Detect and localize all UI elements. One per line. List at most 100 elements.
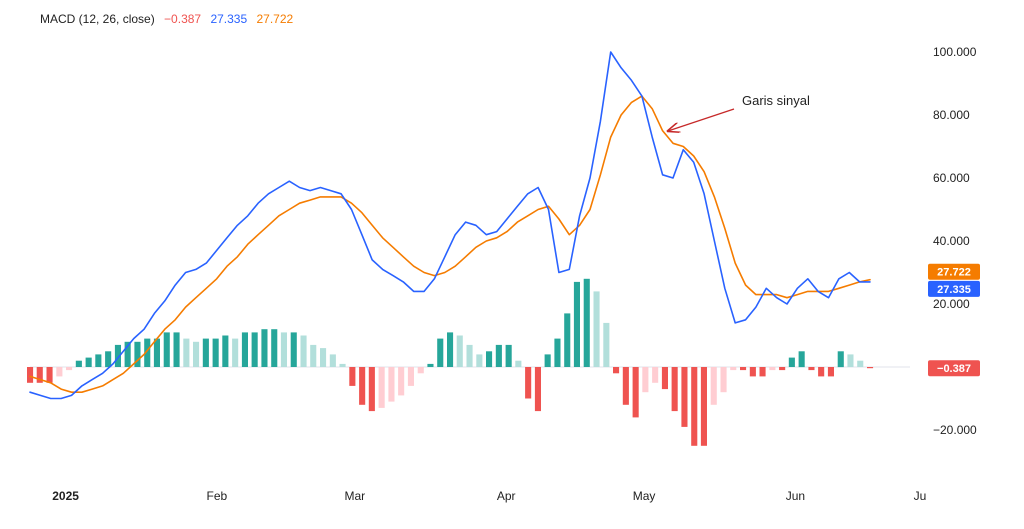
macd-line bbox=[29, 51, 871, 400]
histogram-bar bbox=[515, 360, 522, 367]
histogram-bar bbox=[534, 367, 541, 412]
histogram-bar bbox=[437, 338, 444, 367]
histogram-bar bbox=[447, 332, 454, 367]
legend-signal-value: 27.722 bbox=[256, 12, 294, 26]
chart-legend: MACD (12, 26, close) −0.387 27.335 27.72… bbox=[40, 12, 299, 26]
histogram-bar bbox=[95, 354, 102, 367]
histogram-bar bbox=[56, 367, 63, 377]
histogram-bar bbox=[359, 367, 366, 405]
histogram-bar bbox=[280, 332, 287, 367]
histogram-bar bbox=[241, 332, 248, 367]
histogram-bar bbox=[632, 367, 639, 418]
histogram-bar bbox=[700, 367, 707, 446]
histogram-bar bbox=[46, 367, 53, 383]
value-badge-label: −0.387 bbox=[937, 363, 971, 375]
x-tick-label: Jun bbox=[786, 489, 805, 503]
annotation-label: Garis sinyal bbox=[742, 93, 810, 108]
value-badge-label: 27.335 bbox=[937, 284, 971, 296]
histogram-bar bbox=[153, 338, 160, 367]
histogram-bar bbox=[232, 338, 239, 367]
histogram-bar bbox=[857, 360, 864, 367]
histogram-bar bbox=[749, 367, 756, 377]
histogram-bar bbox=[495, 344, 502, 367]
histogram-bar bbox=[808, 367, 815, 371]
x-tick-label: Feb bbox=[207, 489, 228, 503]
value-badge-label: 27.722 bbox=[937, 267, 971, 279]
x-tick-label: Ju bbox=[914, 489, 927, 503]
histogram-bar bbox=[818, 367, 825, 377]
histogram-bar bbox=[525, 367, 532, 399]
histogram-bar bbox=[671, 367, 678, 412]
annotation-arrow bbox=[668, 108, 735, 131]
value-badge-signal: 27.722 bbox=[928, 263, 980, 280]
histogram-bar bbox=[427, 363, 434, 367]
histogram-bar bbox=[300, 335, 307, 367]
histogram-bar bbox=[788, 357, 795, 367]
histogram-bar bbox=[368, 367, 375, 412]
histogram-bar bbox=[105, 351, 112, 368]
histogram-bar bbox=[613, 367, 620, 374]
x-tick-label: May bbox=[633, 489, 656, 503]
histogram-bar bbox=[222, 335, 229, 367]
histogram-bar bbox=[661, 367, 668, 390]
histogram-bar bbox=[710, 367, 717, 405]
histogram-bar bbox=[417, 367, 424, 374]
x-tick-label: Mar bbox=[344, 489, 365, 503]
histogram-bar bbox=[867, 367, 874, 369]
y-tick-label: 100.000 bbox=[933, 45, 977, 59]
legend-histogram-value: −0.387 bbox=[164, 12, 202, 26]
legend-indicator-name: MACD (12, 26, close) bbox=[40, 12, 155, 26]
histogram-bar bbox=[652, 367, 659, 383]
value-badge-box bbox=[928, 263, 980, 280]
histogram-bar bbox=[583, 278, 590, 367]
histogram-bar bbox=[740, 367, 747, 371]
y-tick-label: 40.000 bbox=[933, 234, 970, 248]
histogram-bar bbox=[476, 354, 483, 367]
histogram-bar bbox=[642, 367, 649, 393]
histogram-bar bbox=[720, 367, 727, 393]
histogram-bar bbox=[290, 332, 297, 367]
histogram-bar bbox=[407, 367, 414, 386]
histogram-bar bbox=[544, 354, 551, 367]
histogram-bar bbox=[456, 335, 463, 367]
y-tick-label: 60.000 bbox=[933, 171, 970, 185]
histogram-bar bbox=[261, 329, 268, 367]
histogram-bar bbox=[593, 291, 600, 367]
histogram-bar bbox=[75, 360, 82, 367]
value-badge-hist: −0.387 bbox=[928, 360, 980, 377]
histogram-bar bbox=[564, 313, 571, 367]
histogram-bar bbox=[730, 367, 737, 371]
histogram-bar bbox=[779, 367, 786, 371]
histogram-bar bbox=[144, 338, 151, 367]
histogram-bar bbox=[837, 351, 844, 368]
histogram-bar bbox=[554, 338, 561, 367]
y-tick-label: −20.000 bbox=[933, 423, 977, 437]
histogram-bar bbox=[134, 341, 141, 367]
x-tick-label: 2025 bbox=[52, 489, 79, 503]
histogram-bar bbox=[681, 367, 688, 427]
histogram-bar bbox=[271, 329, 278, 367]
histogram-bar bbox=[798, 351, 805, 368]
histogram-bar bbox=[124, 341, 131, 367]
histogram-bar bbox=[202, 338, 209, 367]
histogram-bar bbox=[320, 348, 327, 367]
histogram-bar bbox=[212, 338, 219, 367]
histogram-bar bbox=[310, 344, 317, 367]
histogram-bar bbox=[827, 367, 834, 377]
value-badge-box bbox=[928, 360, 980, 377]
histogram-bar bbox=[163, 332, 170, 367]
histogram-bar bbox=[603, 322, 610, 367]
histogram-bar bbox=[769, 367, 776, 371]
histogram-bar bbox=[251, 332, 258, 367]
histogram-bar bbox=[339, 363, 346, 367]
histogram-bar bbox=[66, 367, 73, 371]
histogram-bar bbox=[573, 281, 580, 367]
histogram-bar bbox=[183, 338, 190, 367]
histogram-bar bbox=[691, 367, 698, 446]
histogram-bar bbox=[847, 354, 854, 367]
value-badge-macd: 27.335 bbox=[928, 280, 980, 297]
y-tick-label: 80.000 bbox=[933, 108, 970, 122]
histogram-bar bbox=[759, 367, 766, 377]
histogram-bar bbox=[36, 367, 43, 383]
